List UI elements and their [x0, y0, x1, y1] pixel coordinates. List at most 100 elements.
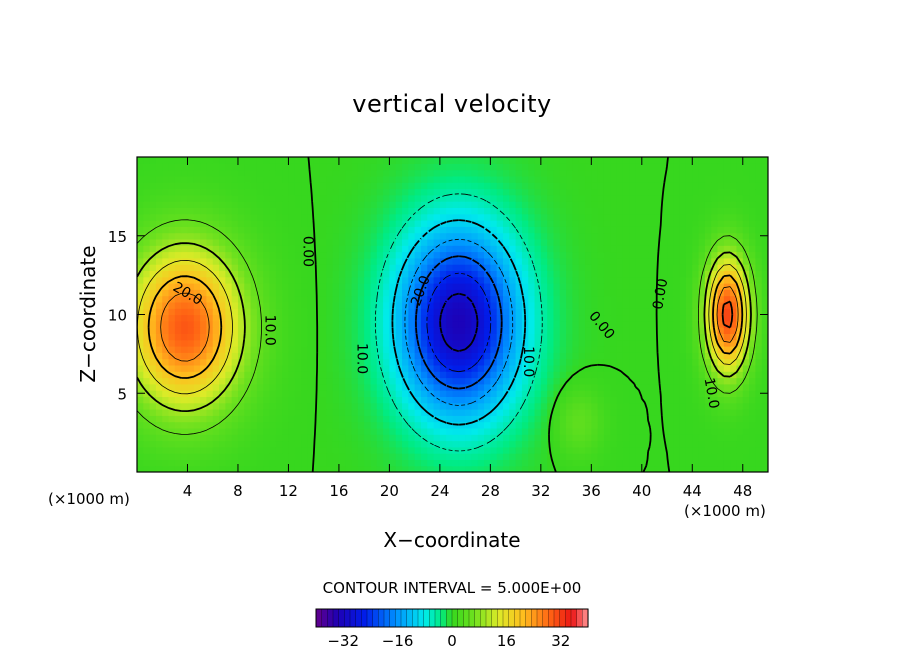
field-cell	[446, 402, 454, 410]
field-cell	[749, 459, 756, 467]
field-cell	[301, 289, 308, 297]
field-cell	[364, 245, 372, 253]
field-cell	[736, 169, 744, 177]
field-cell	[755, 163, 763, 171]
field-cell	[319, 314, 327, 322]
field-cell	[294, 333, 302, 341]
field-cell	[200, 270, 208, 278]
field-cell	[648, 257, 656, 265]
field-cell	[383, 314, 390, 322]
field-cell	[383, 346, 390, 353]
field-cell	[200, 320, 208, 328]
field-cell	[162, 440, 170, 448]
field-cell	[730, 421, 738, 429]
field-cell	[490, 415, 498, 423]
field-cell	[622, 220, 630, 227]
field-cell	[477, 434, 485, 442]
field-cell	[566, 327, 573, 334]
field-cell	[149, 169, 157, 177]
field-cell	[711, 182, 719, 190]
field-cell	[351, 427, 359, 435]
field-cell	[704, 396, 712, 404]
field-cell	[622, 301, 630, 309]
field-cell	[585, 251, 592, 259]
field-cell	[629, 440, 637, 448]
field-cell	[427, 396, 435, 404]
field-cell	[237, 276, 245, 284]
field-cell	[294, 289, 302, 297]
field-cell	[597, 295, 605, 303]
field-cell	[566, 465, 573, 472]
field-cell	[496, 257, 504, 265]
field-cell	[749, 232, 756, 240]
field-cell	[578, 390, 586, 397]
field-cell	[471, 295, 479, 303]
field-cell	[439, 396, 447, 404]
field-cell	[496, 163, 504, 171]
field-cell	[219, 421, 226, 429]
field-cell	[282, 295, 290, 303]
field-cell	[389, 201, 397, 208]
field-cell	[256, 232, 264, 240]
field-cell	[572, 396, 580, 404]
field-cell	[591, 232, 599, 240]
field-cell	[301, 402, 308, 410]
field-cell	[307, 346, 315, 353]
field-cell	[370, 283, 378, 290]
field-cell	[294, 396, 302, 404]
field-cell	[730, 440, 738, 448]
field-cell	[149, 383, 157, 391]
field-cell	[420, 207, 428, 215]
field-cell	[351, 339, 359, 347]
field-cell	[301, 169, 308, 177]
field-cell	[603, 201, 611, 208]
field-cell	[237, 188, 245, 196]
field-cell	[395, 377, 403, 385]
field-cell	[685, 358, 693, 366]
field-cell	[685, 465, 693, 472]
field-cell	[231, 264, 239, 271]
field-cell	[660, 339, 668, 347]
field-cell	[641, 314, 649, 322]
field-cell	[143, 396, 151, 404]
field-cell	[351, 364, 359, 372]
field-cell	[231, 295, 239, 303]
field-cell	[458, 427, 466, 435]
field-cell	[206, 264, 214, 271]
field-cell	[528, 440, 536, 448]
field-cell	[736, 182, 744, 190]
field-cell	[212, 434, 220, 442]
field-cell	[193, 427, 201, 435]
field-cell	[370, 251, 378, 259]
field-cell	[187, 459, 195, 467]
field-cell	[168, 421, 176, 429]
field-cell	[219, 188, 226, 196]
field-cell	[761, 188, 768, 196]
field-cell	[376, 459, 384, 467]
field-cell	[414, 201, 422, 208]
field-cell	[376, 264, 384, 271]
field-cell	[635, 358, 643, 366]
field-cell	[711, 339, 719, 347]
field-cell	[282, 226, 290, 234]
field-cell	[256, 465, 264, 472]
field-cell	[256, 364, 264, 372]
field-cell	[364, 440, 372, 448]
field-cell	[502, 333, 510, 341]
field-cell	[484, 465, 491, 472]
field-cell	[477, 440, 485, 448]
field-cell	[275, 352, 283, 360]
field-cell	[723, 182, 731, 190]
field-cell	[357, 188, 365, 196]
field-cell	[137, 415, 144, 423]
field-cell	[484, 175, 491, 183]
field-cell	[187, 295, 195, 303]
field-cell	[673, 346, 681, 353]
field-cell	[540, 283, 548, 290]
field-cell	[496, 371, 504, 379]
field-cell	[667, 232, 674, 240]
field-cell	[275, 238, 283, 246]
field-cell	[420, 175, 428, 183]
field-cell	[395, 169, 403, 177]
field-cell	[212, 320, 220, 328]
